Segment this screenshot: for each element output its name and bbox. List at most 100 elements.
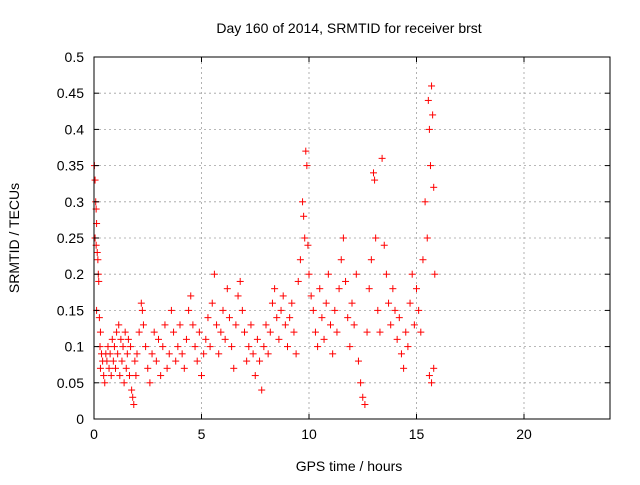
data-point <box>324 270 332 278</box>
data-point <box>309 306 317 314</box>
data-point <box>352 270 360 278</box>
data-point <box>234 292 242 300</box>
data-point <box>286 314 294 322</box>
data-point <box>219 306 227 314</box>
data-point <box>157 372 165 380</box>
data-point <box>245 343 253 351</box>
data-point <box>262 321 270 329</box>
y-axis-ticks: 0 0.05 0.1 0.15 0.2 0.25 0.3 0.35 0.4 0.45 0.5 <box>57 49 610 427</box>
data-point <box>404 343 412 351</box>
data-point <box>124 335 132 343</box>
data-point <box>423 234 431 242</box>
data-point <box>116 372 124 380</box>
data-point <box>335 285 343 293</box>
data-point <box>389 285 397 293</box>
data-point <box>296 256 304 264</box>
data-point <box>424 96 432 104</box>
data-point <box>426 162 434 170</box>
data-point <box>95 277 103 285</box>
data-point <box>180 364 188 372</box>
data-point <box>397 350 405 358</box>
data-point <box>122 364 130 372</box>
data-point <box>182 335 190 343</box>
y-tick-label: 0.5 <box>65 49 85 65</box>
data-point <box>91 176 99 184</box>
data-point <box>120 379 128 387</box>
data-point <box>249 350 257 358</box>
data-point <box>105 364 113 372</box>
data-point <box>247 321 255 329</box>
data-point <box>359 393 367 401</box>
data-point <box>425 372 433 380</box>
y-tick-label: 0.2 <box>65 266 85 282</box>
data-point <box>137 299 145 307</box>
y-tick-label: 0.05 <box>57 375 84 391</box>
data-point <box>170 328 178 336</box>
data-point <box>264 350 272 358</box>
data-point <box>406 299 414 307</box>
data-point <box>429 111 437 119</box>
data-point <box>372 234 380 242</box>
data-point <box>243 357 251 365</box>
data-point <box>331 306 339 314</box>
data-point <box>361 401 369 409</box>
data-point <box>132 372 140 380</box>
data-point <box>187 292 195 300</box>
data-point <box>281 321 289 329</box>
data-point <box>339 234 347 242</box>
data-point <box>268 299 276 307</box>
data-point <box>288 299 296 307</box>
data-point <box>172 357 180 365</box>
data-point <box>148 350 156 358</box>
x-axis-label: GPS time / hours <box>296 458 403 474</box>
data-point <box>230 364 238 372</box>
data-point <box>258 386 266 394</box>
data-point <box>225 314 233 322</box>
data-point <box>299 198 307 206</box>
data-point <box>337 256 345 264</box>
data-point <box>421 198 429 206</box>
y-tick-label: 0.3 <box>65 194 85 210</box>
data-point <box>294 277 302 285</box>
data-point <box>163 364 171 372</box>
data-point <box>279 292 287 300</box>
data-point <box>189 321 197 329</box>
data-point <box>378 154 386 162</box>
data-point <box>393 335 401 343</box>
data-point <box>202 335 210 343</box>
x-tick-label: 15 <box>409 426 425 442</box>
data-point <box>106 350 114 358</box>
y-tick-label: 0.45 <box>57 85 84 101</box>
data-point <box>94 256 102 264</box>
data-point <box>159 343 167 351</box>
data-point <box>131 357 139 365</box>
data-point <box>123 350 131 358</box>
data-point <box>115 321 123 329</box>
x-axis-ticks: 0 5 10 15 20 <box>90 57 532 442</box>
data-point <box>93 248 101 256</box>
data-point <box>402 328 410 336</box>
data-point <box>327 321 334 329</box>
data-point <box>256 357 264 365</box>
data-point <box>292 350 300 358</box>
data-point <box>311 328 319 336</box>
data-point <box>376 328 384 336</box>
data-point <box>236 277 244 285</box>
data-point <box>380 241 388 249</box>
data-point <box>410 321 418 329</box>
data-point <box>342 277 350 285</box>
data-point <box>431 270 439 278</box>
data-point <box>301 234 309 242</box>
data-point <box>117 335 125 343</box>
data-point <box>139 321 147 329</box>
data-point <box>273 314 281 322</box>
data-point <box>428 82 436 90</box>
data-point <box>385 299 393 307</box>
data-point <box>165 350 173 358</box>
data-point <box>176 321 184 329</box>
data-point <box>316 285 324 293</box>
data-point <box>275 335 283 343</box>
data-point <box>318 314 326 322</box>
data-point <box>135 328 143 336</box>
